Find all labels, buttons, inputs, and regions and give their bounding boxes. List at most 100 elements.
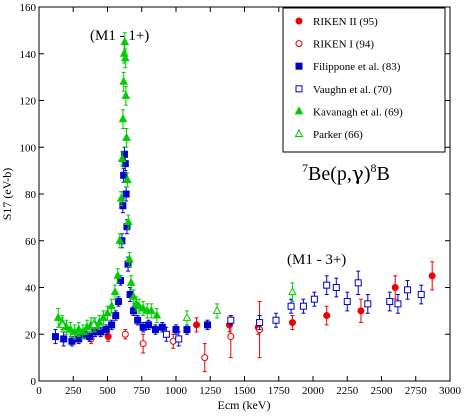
data-point [354,279,362,287]
legend-marker [294,106,304,115]
data-point [126,277,136,286]
data-point [117,153,127,162]
series-vaughn-et-al-70 [162,270,425,347]
data-point [357,307,365,315]
data-point [417,291,425,299]
x-tick-label: 2250 [336,385,359,397]
data-point [120,37,130,46]
y-tick-label: 160 [20,2,37,14]
legend-box [282,7,446,153]
x-tick-label: 2500 [371,385,394,397]
annotation-m1-3: (M1 - 3+) [287,252,346,268]
data-point [110,287,120,296]
data-point [227,333,235,341]
data-point [288,319,296,327]
y-tick-label: 40 [25,283,37,295]
reaction-part-3: γ [352,161,364,185]
data-point [323,312,331,320]
data-point [299,302,307,310]
data-point [68,337,76,345]
data-point [60,335,68,343]
data-point [53,312,63,321]
reaction-label: 7Be(p,γ)8B [302,161,390,185]
series-filippone-et-al-83 [51,146,212,347]
data-point [51,333,59,341]
legend-marker [295,17,303,25]
data-point [183,326,191,334]
data-point [103,308,112,317]
data-point [175,335,183,343]
data-point [118,114,128,123]
data-point [139,340,147,348]
series-parker-66 [57,282,297,333]
data-point [204,321,212,329]
y-axis-label: S17 (eV-b) [0,168,14,221]
data-point [122,190,130,198]
data-point [288,287,297,296]
data-point [158,323,166,331]
data-point [57,319,67,328]
legend-marker [295,85,303,93]
data-point [386,298,394,306]
legend-label: Kavanagh et al. (69) [313,106,403,118]
data-point [152,310,162,319]
reaction-part-2: Be(p, [308,163,352,185]
x-tick-label: 2000 [302,385,325,397]
legend: RIKEN II (95) RIKEN I (94) Filippone et al… [282,7,446,153]
x-tick-label: 250 [65,385,82,397]
series-kavanagh-et-al-69 [53,32,162,340]
data-point [108,321,116,329]
x-axis-label: Ecm (keV) [218,398,271,412]
data-point [193,321,201,329]
legend-marker [295,40,303,48]
data-point [119,48,129,57]
data-point [120,53,130,62]
data-point [94,317,104,326]
x-tick-label: 1000 [165,385,188,397]
data-point [162,330,170,338]
data-point [107,301,116,310]
data-point [364,300,372,308]
data-point [145,321,153,329]
data-point [147,305,156,314]
data-point [428,272,436,280]
data-point [256,319,264,327]
data-point [134,301,144,310]
data-point [151,326,159,334]
reaction-part-1: 7 [302,161,308,175]
data-point [394,300,402,308]
data-point [201,354,209,362]
reaction-part-5: 8 [371,161,377,175]
y-tick-label: 20 [25,329,37,341]
data-point [343,298,351,306]
data-point [89,319,99,328]
legend-label: Filippone et al. (83) [313,61,401,73]
y-tick-label: 60 [25,236,37,248]
y-tick-label: 120 [20,96,37,108]
x-tick-label: 1750 [268,385,291,397]
reaction-part-6: B [377,163,390,185]
data-point [404,286,412,294]
axis-ticks: 0 250 500 750 1000 1250 1500 1750 2000 2250 2500 27… [20,2,462,397]
data-point [272,316,280,324]
data-point [116,193,126,202]
legend-label: RIKEN II (95) [313,16,378,28]
y-tick-label: 100 [20,142,37,154]
annotation-m1-1: (M1 - 1+) [90,28,149,44]
data-point [121,90,131,99]
x-tick-label: 1250 [199,385,222,397]
data-point [287,302,295,310]
y-tick-label: 80 [25,189,37,201]
x-tick-label: 0 [36,385,42,397]
data-point [332,284,340,291]
data-point [391,284,399,291]
y-tick-label: 140 [20,49,37,61]
data-point [129,291,138,300]
data-point [99,312,108,321]
data-point [102,326,110,334]
x-tick-label: 1500 [234,385,257,397]
x-tick-label: 750 [134,385,151,397]
data-point [310,295,318,303]
